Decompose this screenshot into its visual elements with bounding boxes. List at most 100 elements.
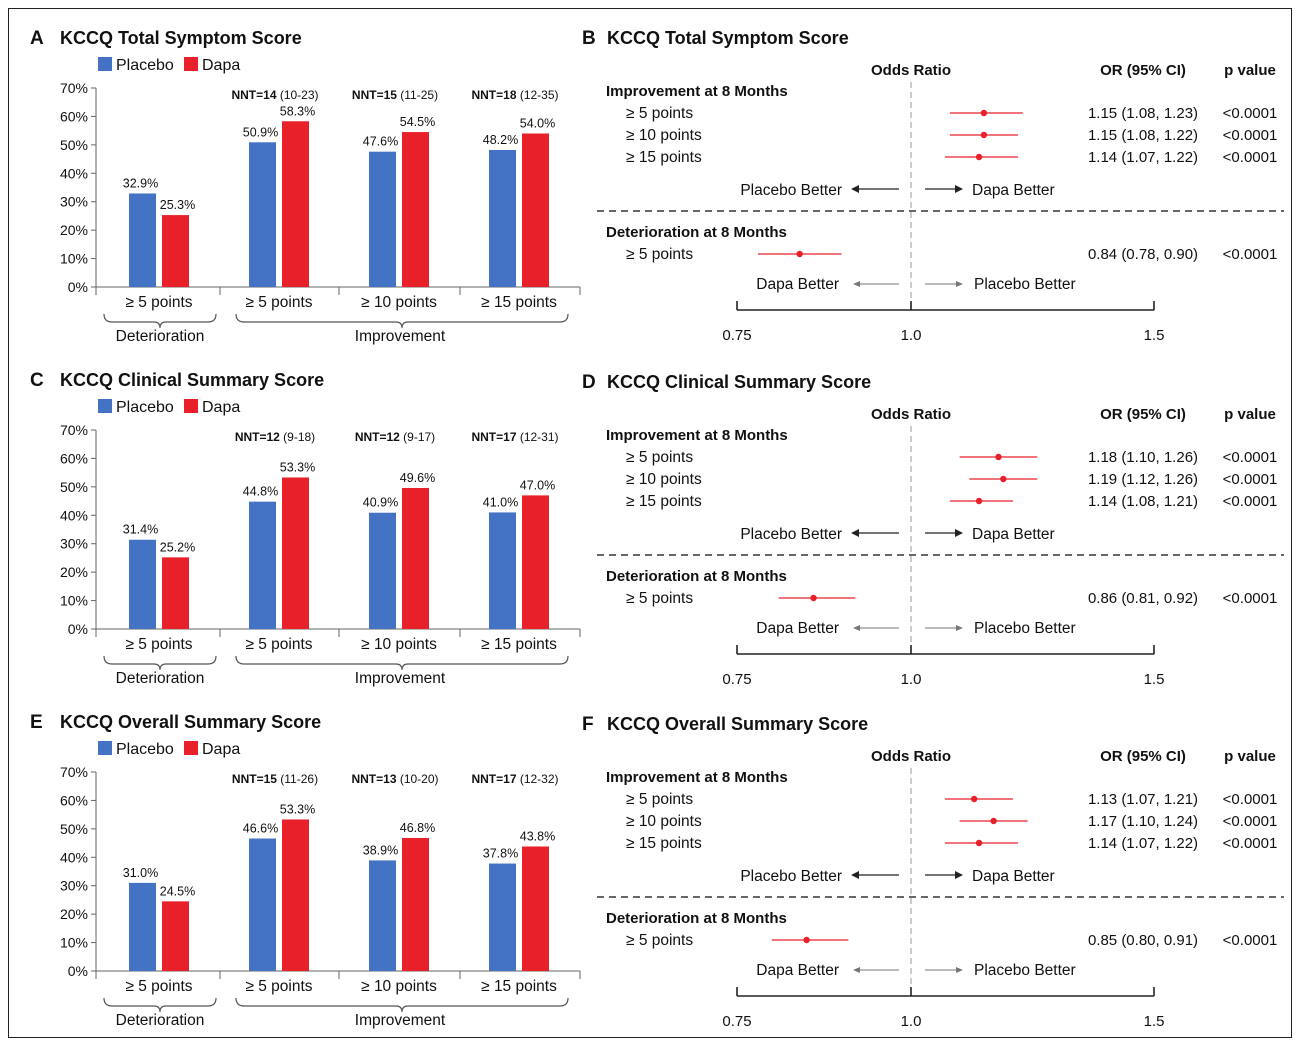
point-estimate	[975, 153, 983, 161]
y-tick-label: 60%	[60, 108, 88, 124]
direction-label-right: Dapa Better	[972, 526, 1055, 543]
y-tick-label: 10%	[60, 935, 88, 951]
category-label: ≥ 5 points	[245, 636, 312, 653]
row-label: ≥ 15 points	[626, 149, 702, 166]
panel-title: KCCQ Total Symptom Score	[607, 28, 849, 48]
column-header-or-ci: OR (95% CI)	[1100, 406, 1186, 423]
p-value-text: <0.0001	[1223, 835, 1278, 852]
y-tick-label: 50%	[60, 479, 88, 495]
panel-title: KCCQ Overall Summary Score	[60, 712, 321, 732]
section-header-improvement: Improvement at 8 Months	[606, 83, 788, 100]
bar-dapa	[402, 487, 429, 629]
direction-label-right: Placebo Better	[974, 962, 1076, 979]
direction-label-left: Placebo Better	[740, 868, 842, 885]
arrowhead-left	[853, 967, 860, 973]
bar-placebo	[489, 512, 516, 629]
direction-label-right: Placebo Better	[974, 620, 1076, 637]
data-label-placebo: 40.9%	[363, 496, 398, 510]
panel-letter: E	[30, 712, 43, 733]
section-header-improvement: Improvement at 8 Months	[606, 427, 788, 444]
point-estimate	[803, 936, 810, 944]
or-ci-text: 0.85 (0.80, 0.91)	[1088, 932, 1198, 949]
legend-label-placebo: Placebo	[116, 57, 174, 74]
bar-dapa	[282, 819, 309, 971]
p-value-text: <0.0001	[1223, 127, 1278, 144]
category-label: ≥ 5 points	[125, 636, 192, 653]
data-label-dapa: 58.3%	[280, 104, 315, 118]
legend-label-placebo: Placebo	[116, 399, 174, 416]
row-label: ≥ 10 points	[626, 471, 702, 488]
direction-label-left: Dapa Better	[756, 276, 839, 293]
data-label-placebo: 46.6%	[243, 822, 278, 836]
arrowhead-right	[955, 185, 963, 193]
point-estimate	[990, 817, 997, 825]
arrowhead-right	[956, 281, 963, 287]
data-label-dapa: 25.2%	[160, 540, 195, 554]
data-label-placebo: 31.0%	[123, 866, 158, 880]
bar-dapa	[402, 132, 429, 287]
y-tick-label: 10%	[60, 251, 88, 267]
bar-dapa	[402, 837, 429, 971]
section-header-deterioration: Deterioration at 8 Months	[606, 910, 787, 927]
arrowhead-right	[956, 967, 963, 973]
y-tick-label: 50%	[60, 821, 88, 837]
bar-placebo	[369, 512, 396, 629]
data-label-placebo: 31.4%	[123, 523, 158, 537]
axis-tick-label: 0.75	[722, 1013, 751, 1030]
category-label: ≥ 15 points	[481, 294, 557, 311]
data-label-dapa: 43.8%	[520, 829, 555, 843]
category-label: ≥ 10 points	[361, 294, 437, 311]
axis-tick-label: 1.5	[1144, 671, 1165, 688]
legend-swatch-dapa	[184, 399, 198, 413]
group-brace-improvement	[235, 313, 569, 329]
row-label: ≥ 10 points	[626, 813, 702, 830]
bar-panel-a: A KCCQ Total Symptom Score Placebo Dapa 0% 10…	[30, 28, 581, 345]
bar-placebo	[489, 863, 516, 971]
bar-dapa	[162, 557, 189, 629]
data-label-dapa: 54.5%	[400, 115, 435, 129]
axis-tick-label: 1.0	[901, 327, 922, 344]
nnt-label: NNT=17 (12-31)	[471, 430, 558, 444]
y-tick-label: 0%	[68, 963, 88, 979]
arrowhead-left	[853, 625, 860, 631]
direction-label-left: Placebo Better	[740, 182, 842, 199]
group-brace-deterioration	[103, 655, 217, 671]
p-value-text: <0.0001	[1223, 493, 1278, 510]
data-label-dapa: 47.0%	[520, 478, 555, 492]
bar-dapa	[522, 846, 549, 971]
bar-placebo	[129, 193, 156, 287]
y-tick-label: 10%	[60, 593, 88, 609]
column-header-odds-ratio: Odds Ratio	[871, 748, 951, 765]
section-header-deterioration: Deterioration at 8 Months	[606, 568, 787, 585]
column-header-or-ci: OR (95% CI)	[1100, 748, 1186, 765]
panel-letter: D	[582, 372, 596, 393]
or-ci-text: 1.14 (1.07, 1.22)	[1088, 835, 1198, 852]
arrowhead-right	[956, 625, 963, 631]
point-estimate	[975, 839, 983, 847]
p-value-text: <0.0001	[1223, 471, 1278, 488]
axis-tick-label: 1.5	[1144, 1013, 1165, 1030]
point-estimate	[995, 453, 1002, 461]
legend-swatch-placebo	[98, 741, 112, 755]
panel-letter: B	[582, 28, 596, 49]
data-label-dapa: 25.3%	[160, 198, 195, 212]
legend-swatch-placebo	[98, 57, 112, 71]
row-label: ≥ 5 points	[626, 105, 693, 122]
data-label-placebo: 32.9%	[123, 176, 158, 190]
bar-dapa	[162, 901, 189, 971]
bar-dapa	[282, 477, 309, 629]
nnt-label: NNT=12 (9-17)	[355, 430, 435, 444]
panel-title: KCCQ Total Symptom Score	[60, 28, 302, 48]
bar-panel-e: E KCCQ Overall Summary Score Placebo Dapa 0%…	[30, 712, 581, 1029]
category-label: ≥ 5 points	[245, 978, 312, 995]
panel-title: KCCQ Clinical Summary Score	[60, 370, 324, 390]
bar-placebo	[369, 151, 396, 287]
bar-dapa	[522, 133, 549, 287]
category-label: ≥ 10 points	[361, 636, 437, 653]
arrowhead-left	[851, 871, 859, 879]
axis-tick-label: 1.5	[1144, 327, 1165, 344]
row-label: ≥ 15 points	[626, 835, 702, 852]
bar-placebo	[249, 501, 276, 629]
category-label: ≥ 5 points	[125, 294, 192, 311]
